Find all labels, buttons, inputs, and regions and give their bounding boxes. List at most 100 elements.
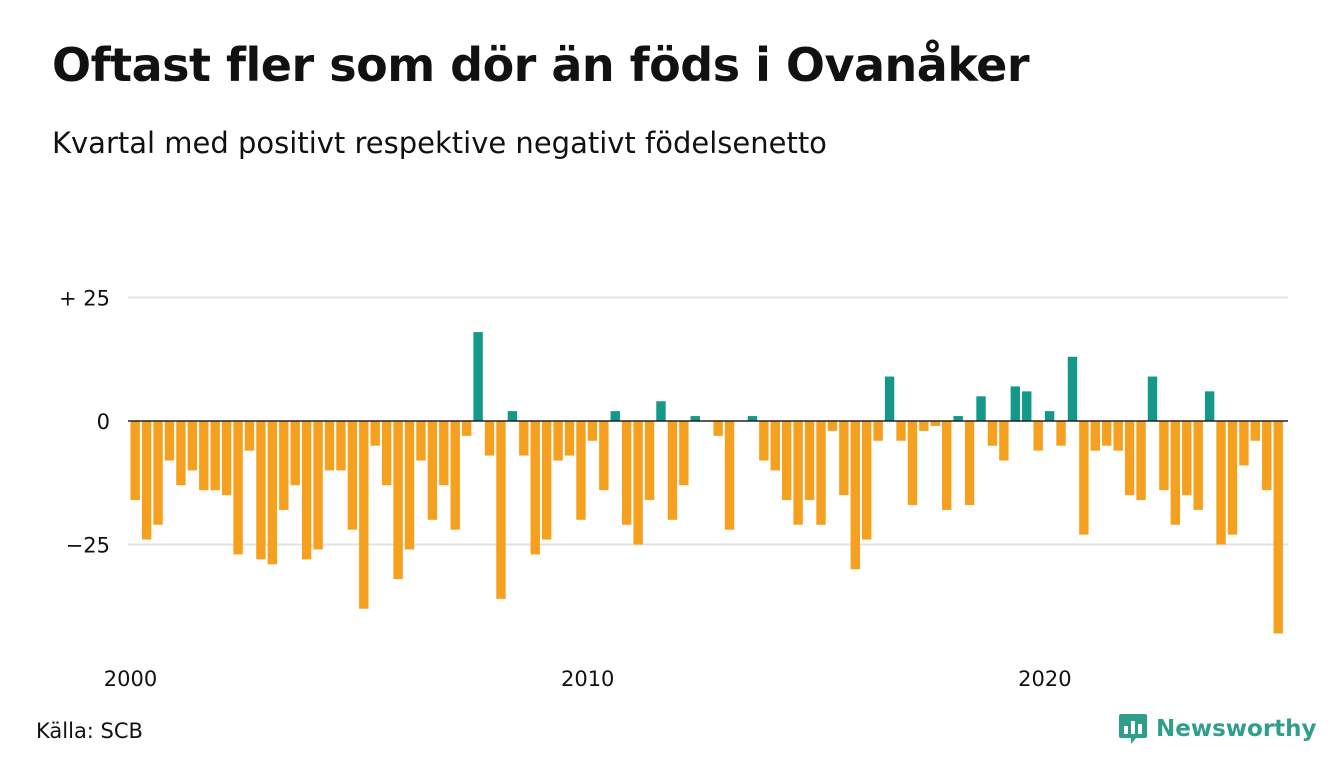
bar	[633, 421, 643, 545]
bar	[1262, 421, 1272, 491]
bar	[964, 421, 975, 505]
bar	[1273, 421, 1283, 634]
bar	[301, 421, 312, 560]
bar	[187, 421, 198, 471]
bar	[850, 421, 860, 570]
bar	[610, 411, 620, 421]
bar	[1124, 421, 1135, 496]
bar	[279, 421, 289, 510]
bar	[381, 421, 392, 486]
bar	[930, 421, 940, 426]
bar	[1067, 356, 1078, 421]
y-tick-label: + 25	[59, 287, 110, 311]
bar	[1227, 421, 1238, 535]
bar	[907, 421, 918, 505]
bar	[324, 421, 335, 471]
bar	[1044, 411, 1055, 421]
bar	[153, 421, 163, 525]
bar	[564, 421, 575, 456]
bar	[1182, 421, 1192, 496]
bar	[290, 421, 300, 486]
bar	[553, 421, 563, 461]
chart-title: Oftast fler som dör än föds i Ovanåker	[52, 38, 1030, 92]
bar	[942, 421, 952, 510]
bar	[587, 421, 598, 441]
bar	[1113, 421, 1123, 451]
bar	[541, 421, 552, 540]
bar	[690, 416, 700, 421]
brand-logo: Newsworthy	[1118, 712, 1317, 746]
bar	[176, 421, 186, 486]
bar	[1056, 421, 1066, 446]
bar	[1193, 421, 1203, 510]
bar	[793, 421, 803, 525]
bar	[999, 421, 1009, 461]
bar	[199, 421, 209, 491]
bar	[679, 421, 689, 486]
bar	[862, 421, 872, 540]
bar	[496, 421, 506, 599]
bar	[1159, 421, 1169, 491]
bar	[713, 421, 723, 436]
bar	[256, 421, 266, 560]
source-note: Källa: SCB	[36, 719, 143, 743]
bar	[233, 421, 243, 555]
bar	[267, 421, 278, 565]
bar	[210, 421, 220, 491]
bar	[816, 421, 826, 525]
x-tick-label: 2020	[1018, 667, 1071, 691]
bar	[244, 421, 255, 451]
bar	[884, 376, 895, 421]
bar	[804, 421, 815, 501]
bar	[1216, 421, 1226, 545]
bar	[461, 421, 472, 436]
bar	[759, 421, 769, 461]
bar	[1170, 421, 1181, 525]
bar	[667, 421, 678, 520]
newsworthy-logo-icon	[1119, 714, 1147, 744]
bar	[370, 421, 380, 446]
bar	[782, 421, 792, 501]
brand-name: Newsworthy	[1156, 716, 1317, 742]
bar	[141, 421, 152, 540]
bar	[393, 421, 403, 580]
bar	[1102, 421, 1112, 446]
bar	[919, 421, 929, 431]
bar	[1010, 386, 1021, 421]
bar	[1136, 421, 1146, 501]
bar	[450, 421, 460, 530]
bar	[656, 401, 666, 421]
bar	[347, 421, 358, 530]
bar	[1033, 421, 1043, 451]
bar	[599, 421, 609, 491]
bar	[1090, 421, 1101, 451]
bar	[576, 421, 586, 520]
bar	[873, 421, 883, 441]
bar	[839, 421, 849, 496]
bar	[484, 421, 495, 456]
bar	[164, 421, 175, 461]
bar	[953, 416, 963, 421]
bar	[359, 421, 369, 609]
chart-subtitle: Kvartal med positivt respektive negativt…	[52, 126, 827, 160]
bar	[473, 332, 483, 421]
bar	[404, 421, 415, 550]
bar	[427, 421, 438, 520]
bar	[724, 421, 735, 530]
axes: + 25 0 −25 2000 2010 2020	[59, 287, 1288, 691]
bar	[1239, 421, 1249, 466]
bar	[896, 421, 906, 441]
y-tick-label: 0	[97, 410, 110, 434]
bar	[1022, 391, 1032, 421]
bar	[1079, 421, 1089, 535]
bar	[644, 421, 655, 501]
bar	[621, 421, 632, 525]
bar	[770, 421, 780, 471]
y-tick-label: −25	[66, 534, 110, 558]
bar	[221, 421, 232, 496]
x-tick-label: 2000	[104, 667, 157, 691]
bar	[313, 421, 323, 550]
bar	[416, 421, 426, 461]
x-tick-label: 2010	[561, 667, 614, 691]
